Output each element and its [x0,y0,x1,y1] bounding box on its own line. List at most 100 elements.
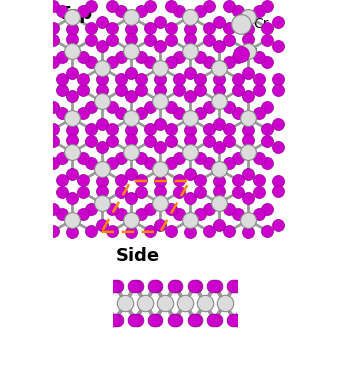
Point [99,43,104,49]
Point [70,36,75,42]
Text: Cr: Cr [253,18,269,31]
Point [187,172,192,177]
Point [80,177,85,183]
Point [147,160,153,166]
Point [216,188,222,194]
Point [206,138,211,144]
Point [99,77,104,82]
Point [59,88,65,93]
Point [158,99,163,104]
Point [168,104,173,110]
Point [99,120,104,126]
Point [226,37,232,43]
Point [128,138,134,143]
Point [187,26,192,31]
Point [265,59,270,65]
Point [177,88,182,93]
Point [147,37,153,43]
Point [256,110,261,115]
Point [256,8,261,14]
Point [246,93,251,99]
Point [246,26,251,31]
Point [128,48,134,54]
Point [50,228,56,234]
Point [70,26,75,31]
Point [235,8,241,14]
Point [226,228,232,234]
Point [70,48,75,54]
Point [197,211,203,217]
Point [216,178,222,184]
Point [246,48,251,54]
Point [206,228,211,234]
Point [226,127,232,132]
Point [118,177,124,183]
Point [197,88,203,93]
Point [235,76,241,81]
Point [50,160,56,166]
Point [118,189,124,195]
Point [50,206,56,212]
Text: Top: Top [58,5,93,23]
Point [109,59,115,65]
Point [265,127,270,132]
Point [99,144,104,150]
Point [233,283,239,288]
Point [99,188,104,194]
Point [158,188,163,194]
Point [109,3,115,9]
Point [206,160,211,166]
Point [226,3,232,9]
Point [147,127,153,132]
Point [109,104,115,110]
Point [256,177,261,183]
Point [128,195,134,201]
Point [154,318,159,323]
Point [128,70,134,76]
Point [187,149,192,155]
Point [187,48,192,54]
Point [80,110,85,115]
Point [89,206,94,212]
Point [265,160,270,166]
Point [59,54,65,59]
Point [139,189,144,195]
Point [197,110,203,115]
Point [197,8,203,14]
Point [89,127,94,132]
Point [246,229,251,235]
Point [70,138,75,143]
Point [139,76,144,81]
Point [216,87,222,93]
Point [70,115,75,121]
Point [177,155,182,161]
Point [158,43,163,49]
Point [147,228,153,234]
Point [231,283,236,288]
Point [147,25,153,31]
Point [70,172,75,177]
Point [187,93,192,99]
Point [99,178,104,184]
Point [99,65,104,70]
Point [158,65,163,70]
Point [216,65,222,70]
Point [197,177,203,183]
Point [275,19,280,25]
Point [80,189,85,195]
Point [275,87,280,93]
Point [231,318,236,323]
Point [171,318,176,323]
Point [168,206,173,212]
Point [171,283,176,288]
Point [70,127,75,133]
Point [168,160,173,166]
Point [226,138,232,144]
Point [109,228,115,234]
Point [89,228,94,234]
Point [235,88,241,93]
Point [50,104,56,110]
Point [246,149,251,155]
Point [168,228,173,234]
Point [139,110,144,115]
